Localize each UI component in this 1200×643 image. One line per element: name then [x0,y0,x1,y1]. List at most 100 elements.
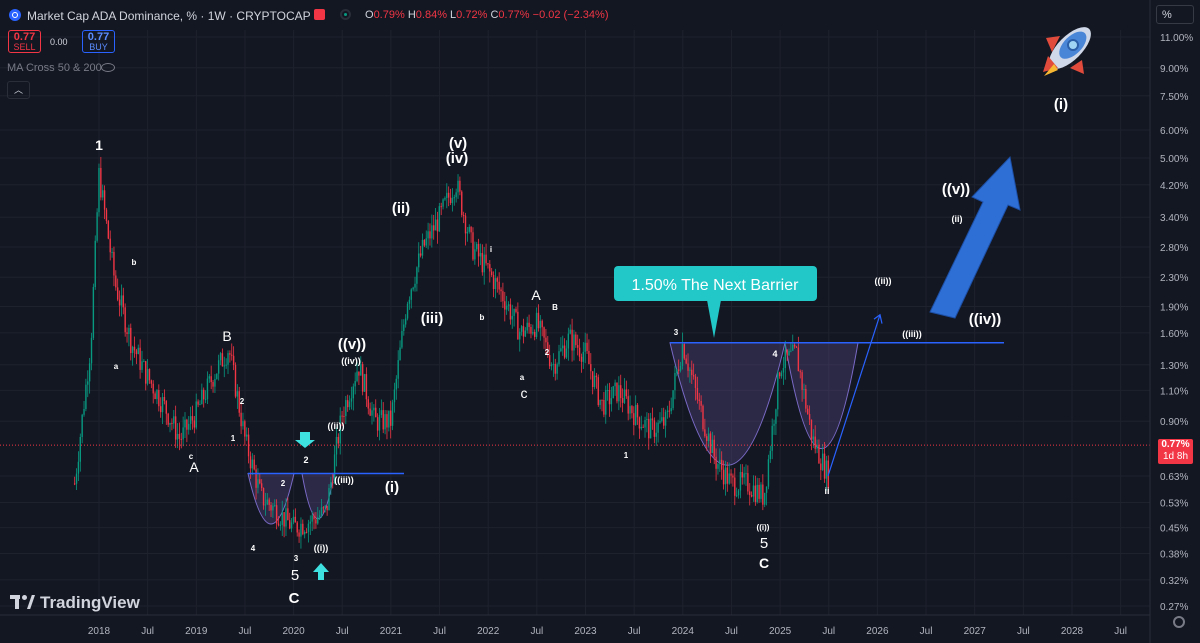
candle-body [236,391,239,397]
settings-gear-icon[interactable] [1173,616,1185,628]
candle-body [709,433,712,454]
indicator-label[interactable]: MA Cross 50 & 200 [7,62,102,74]
candle-body [724,467,727,485]
flag-icon[interactable] [314,9,325,20]
candle-body [360,364,362,376]
symbol-icon [9,9,21,21]
wave-label: 2 [303,455,308,465]
time-tick-label: 2025 [769,626,792,637]
candle-body [188,423,190,430]
candle-body [246,434,248,437]
candle-body [217,360,220,374]
candle-body [206,378,209,400]
price-tick-label: 9.00% [1160,64,1188,75]
percent-scale-button[interactable]: % [1156,5,1194,24]
candle-body [808,414,811,420]
wave-label: ((v)) [338,336,366,353]
chart-title[interactable]: Market Cap ADA Dominance, % · 1W · CRYPT… [27,9,311,23]
candle-body [620,385,622,398]
candle-body [390,410,392,426]
candle-body [128,327,130,335]
candle-body [305,532,308,534]
candle-body [799,371,801,373]
candle-body [204,399,207,401]
candle-body [279,524,282,526]
wave-label: (iv) [446,150,469,167]
price-tick-label: 0.90% [1160,417,1188,428]
candle-body [285,508,287,527]
candle-body [541,320,543,328]
candle-body [122,295,124,308]
candle-body [498,281,500,290]
candle-body [412,287,414,290]
candle-body [821,453,824,470]
candle-body [354,381,356,387]
chart-grid [0,30,1150,615]
candle-body [668,410,671,412]
candle-body [618,385,620,402]
candle-body [797,347,800,372]
candle-body [524,330,527,337]
wave-label: ((v)) [942,181,970,198]
candle-body [229,353,231,355]
candle-body [707,433,710,442]
candle-body [113,251,115,276]
time-tick-label: Jul [822,626,835,637]
candle-body [593,375,596,388]
candle-body [517,311,519,340]
candle-body [634,404,637,425]
candle-body [281,512,283,525]
candle-body [614,382,616,387]
candle-body [603,400,605,415]
candle-body [636,404,639,418]
wave-label: 2 [240,397,245,406]
candle-body [646,418,648,421]
market-status-icon [340,9,351,20]
price-tick-label: 4.20% [1160,181,1188,192]
collapse-indicators-button[interactable]: ︿ [7,81,30,99]
candle-body [298,532,300,537]
candle-body [739,471,742,491]
candle-body [399,347,401,361]
eye-hidden-icon[interactable] [101,63,115,72]
wave-label: 5 [291,567,299,584]
candle-body [535,312,538,337]
candle-body [677,369,680,371]
candle-body [591,371,594,388]
candle-body [410,289,412,300]
candle-body [191,416,194,421]
candle-body [87,381,89,385]
wave-label: (iii) [421,310,444,327]
sell-button[interactable]: 0.77 SELL [8,30,41,53]
candle-body [689,369,691,371]
candle-body [348,401,351,408]
tradingview-logo[interactable]: TradingView [10,593,140,613]
time-tick-label: Jul [239,626,252,637]
candle-body [464,215,467,234]
price-tick-label: 3.40% [1160,213,1188,224]
candle-body [135,350,138,355]
wave-label: (ii) [952,214,963,224]
candle-body [590,364,592,372]
candle-body [133,346,136,351]
buy-button[interactable]: 0.77 BUY [82,30,115,53]
candle-body [90,337,93,364]
candle-body [545,337,547,343]
candle-body [745,473,747,475]
wave-label: 1 [231,434,236,443]
candle-body [788,350,790,356]
candle-body [558,351,560,365]
candle-body [79,436,81,462]
cup-shape [784,342,859,450]
candle-body [440,206,442,208]
wave-labels: 1abcAB212435C2((i))((ii))((iii))((iv))((… [95,96,1068,607]
candle-body [653,420,656,437]
candle-body [303,532,306,535]
candle-body [691,369,693,376]
candle-body [227,353,229,365]
candle-body [283,512,285,527]
candle-body [720,459,723,470]
rocket-flame [1044,64,1058,76]
candle-body [322,507,325,509]
